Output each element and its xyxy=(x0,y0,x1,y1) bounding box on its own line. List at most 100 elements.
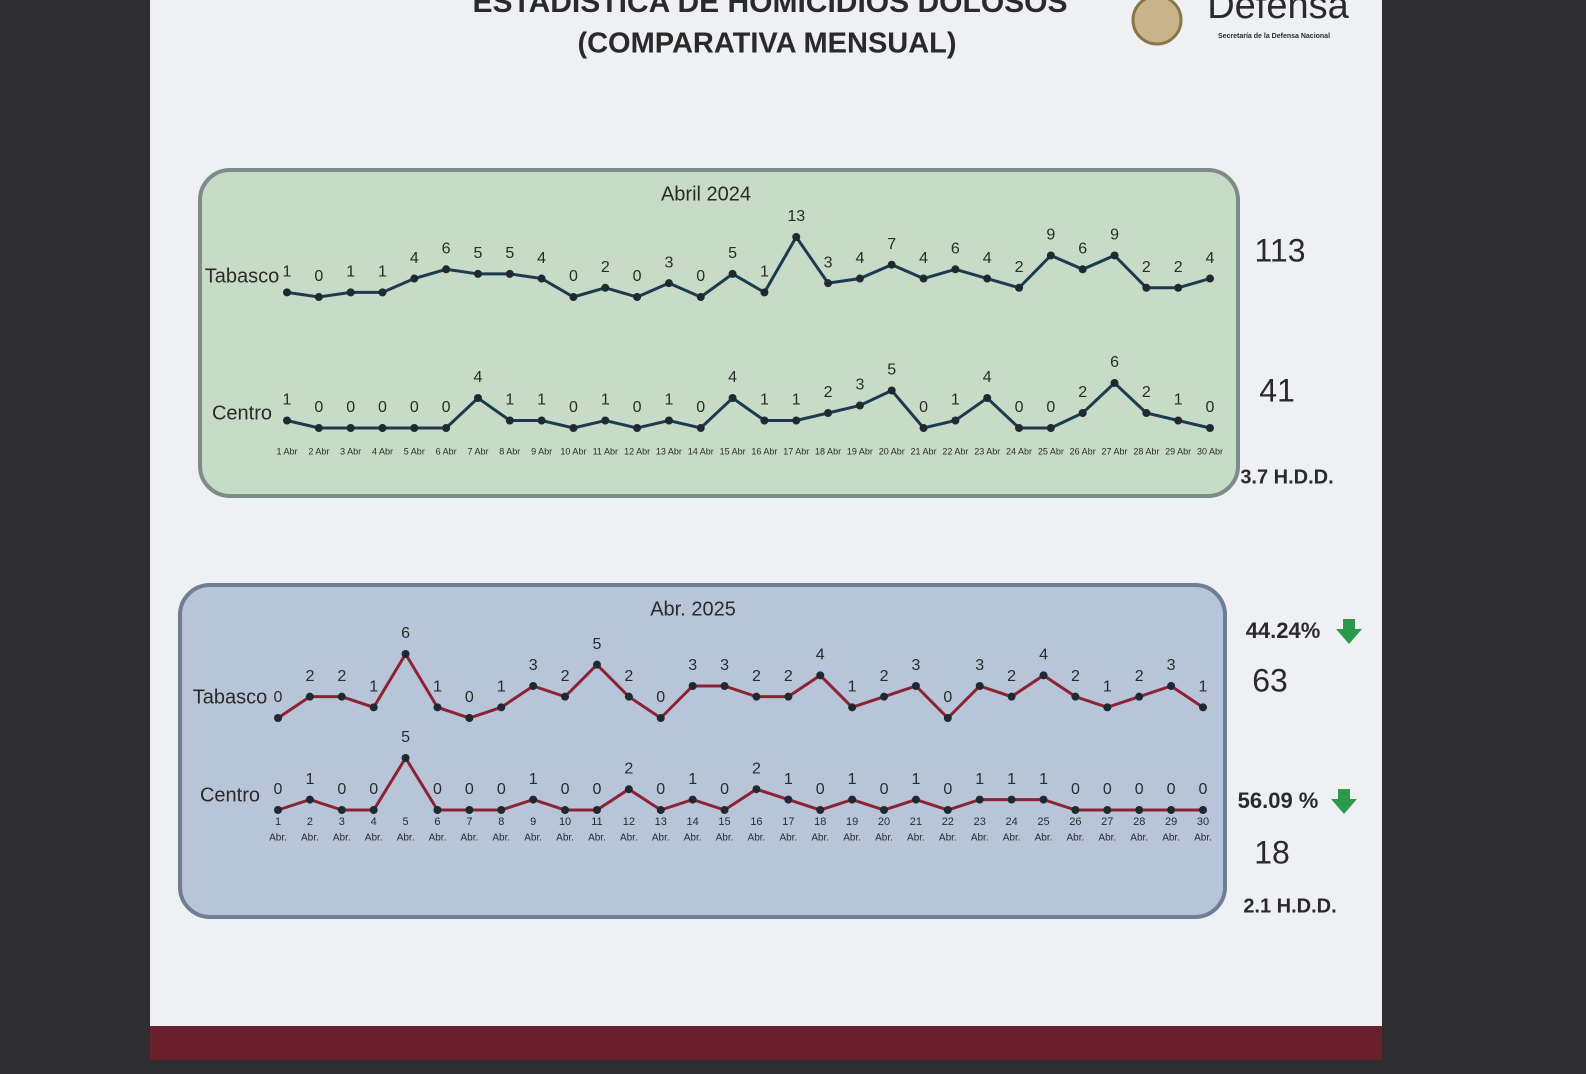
point xyxy=(1039,671,1048,680)
x-tick-label: 8 xyxy=(498,816,504,828)
value-label: 1 xyxy=(505,392,514,409)
x-tick-label: 26 Abr xyxy=(1070,446,1096,456)
point xyxy=(1110,251,1119,260)
value-label: 9 xyxy=(1046,227,1055,244)
point xyxy=(1078,265,1087,274)
point xyxy=(1103,703,1112,712)
point xyxy=(1007,692,1016,701)
point xyxy=(1046,424,1055,432)
point xyxy=(473,394,482,402)
value-label: 2 xyxy=(624,760,633,777)
x-tick-sublabel: Abr. xyxy=(1194,833,1212,844)
point xyxy=(664,279,673,288)
point xyxy=(696,424,705,432)
value-label: 3 xyxy=(911,657,920,674)
value-label: 0 xyxy=(816,781,825,798)
x-tick-label: 26 xyxy=(1069,816,1081,828)
x-tick-label: 4 xyxy=(371,816,377,828)
point xyxy=(983,394,992,402)
x-tick-label: 22 xyxy=(942,816,954,828)
x-tick-sublabel: Abr. xyxy=(875,833,893,844)
value-label: 4 xyxy=(919,250,928,267)
x-tick-sublabel: Abr. xyxy=(1162,833,1180,844)
logo-text: Defensa xyxy=(1207,0,1349,27)
point xyxy=(314,293,323,301)
value-label: 0 xyxy=(1135,781,1144,798)
series-total: 41 xyxy=(1259,372,1295,408)
x-tick-label: 5 xyxy=(403,816,409,828)
x-tick-label: 22 Abr xyxy=(942,446,968,456)
value-label: 2 xyxy=(561,668,570,685)
value-label: 0 xyxy=(656,689,665,706)
series-line xyxy=(277,651,1204,721)
value-label: 0 xyxy=(943,781,952,798)
x-tick-label: 23 xyxy=(974,816,986,828)
value-label: 0 xyxy=(1103,781,1112,798)
x-tick-sublabel: Abr. xyxy=(1098,833,1116,844)
x-tick-sublabel: Abr. xyxy=(365,833,383,844)
point xyxy=(951,265,960,274)
value-label: 3 xyxy=(688,657,697,674)
x-tick-sublabel: Abr. xyxy=(492,833,510,844)
value-label: 1 xyxy=(848,771,857,788)
point xyxy=(369,703,378,712)
series-total: 18 xyxy=(1254,834,1290,870)
point xyxy=(911,682,920,690)
point xyxy=(633,424,642,432)
series-name: Centro xyxy=(212,402,272,424)
point xyxy=(728,269,737,278)
x-tick-label: 29 xyxy=(1165,816,1177,828)
point xyxy=(880,806,889,814)
value-label: 4 xyxy=(1039,647,1048,664)
point xyxy=(975,682,984,690)
point xyxy=(401,650,410,658)
x-tick-label: 21 xyxy=(910,816,922,828)
point xyxy=(569,293,578,301)
x-tick-label: 19 xyxy=(846,816,858,828)
x-tick-sublabel: Abr. xyxy=(620,833,638,844)
value-label: 2 xyxy=(337,668,346,685)
point xyxy=(784,795,793,804)
value-label: 2 xyxy=(752,668,761,685)
point xyxy=(537,274,546,283)
value-label: 0 xyxy=(1167,781,1176,798)
x-tick-sublabel: Abr. xyxy=(460,833,478,844)
value-label: 2 xyxy=(1078,384,1087,401)
x-tick-label: 7 Abr xyxy=(467,446,488,456)
point xyxy=(1199,806,1207,814)
point xyxy=(656,714,665,722)
point xyxy=(465,806,474,814)
x-tick-sublabel: Abr. xyxy=(556,833,574,844)
point xyxy=(346,288,355,297)
x-tick-sublabel: Abr. xyxy=(907,833,925,844)
value-label: 0 xyxy=(720,781,729,798)
point xyxy=(696,293,705,301)
change-label: 56.09 % xyxy=(1238,788,1319,813)
x-tick-label: 9 Abr xyxy=(531,446,552,456)
value-label: 13 xyxy=(787,208,805,225)
x-tick-sublabel: Abr. xyxy=(269,833,287,844)
x-tick-label: 6 xyxy=(434,816,440,828)
x-tick-label: 3 Abr xyxy=(340,446,361,456)
value-label: 0 xyxy=(314,399,323,416)
point xyxy=(346,424,355,432)
x-tick-sublabel: Abr. xyxy=(301,833,319,844)
value-label: 0 xyxy=(465,781,474,798)
x-tick-label: 8 Abr xyxy=(499,446,520,456)
point xyxy=(784,692,793,701)
point xyxy=(848,703,857,712)
x-tick-label: 6 Abr xyxy=(436,446,457,456)
series-line xyxy=(277,755,1203,812)
value-label: 1 xyxy=(664,392,673,409)
point xyxy=(1103,806,1112,814)
point xyxy=(855,274,864,283)
value-label: 2 xyxy=(1015,259,1024,276)
down-arrow xyxy=(1336,619,1362,644)
slide-subtitle: (COMPARATIVA MENSUAL) xyxy=(577,28,956,60)
value-label: 7 xyxy=(887,236,896,253)
point xyxy=(624,785,633,794)
value-label: 4 xyxy=(983,369,992,386)
logo-seal xyxy=(1131,0,1183,46)
